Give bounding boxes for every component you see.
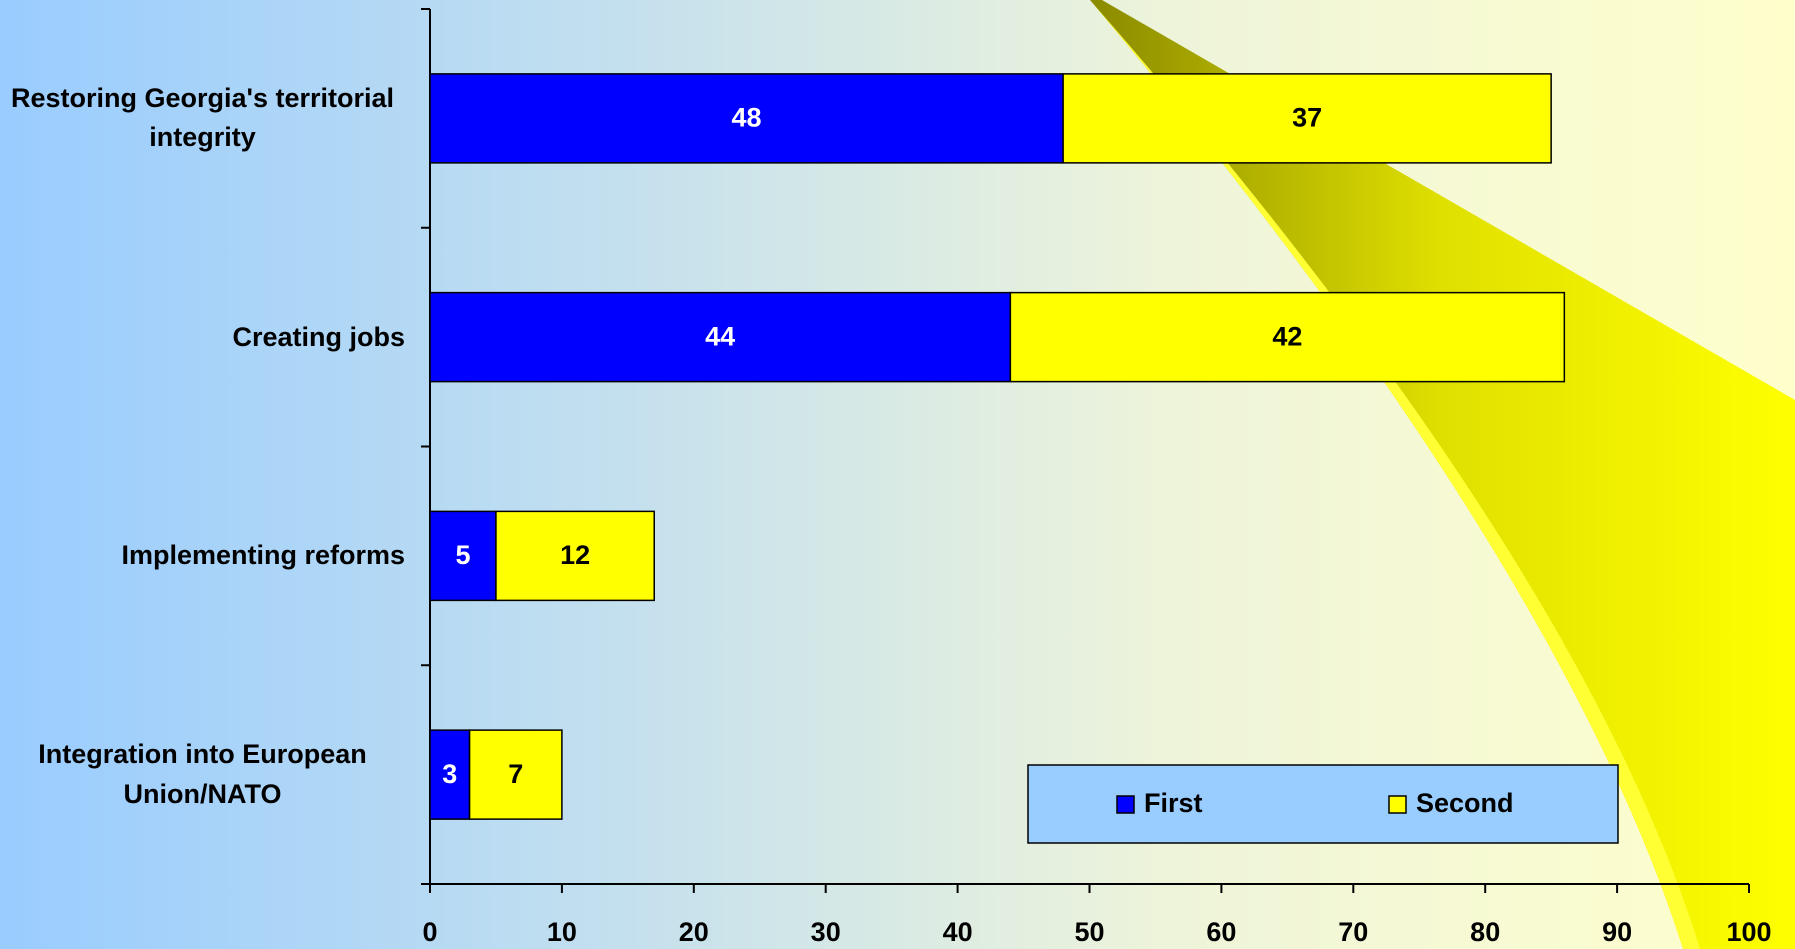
value-label: 48 — [732, 103, 762, 133]
decorative-swoosh — [1090, 0, 1795, 949]
x-tick-label: 10 — [547, 917, 577, 947]
legend-swatch — [1388, 795, 1407, 814]
value-label: 42 — [1272, 321, 1302, 351]
bar-segment — [1009, 291, 1566, 383]
category-label: Integration into European Union/NATO — [0, 725, 405, 825]
x-tick-label: 90 — [1602, 917, 1632, 947]
x-tick-label: 20 — [679, 917, 709, 947]
category-label-text: Integration into European Union/NATO — [38, 739, 367, 809]
category-label-text: Implementing reforms — [121, 540, 405, 571]
value-label: 3 — [442, 759, 457, 789]
x-tick-label: 50 — [1074, 917, 1104, 947]
category-label-text: Creating jobs — [232, 321, 405, 352]
value-label: 5 — [455, 540, 470, 570]
x-tick-label: 100 — [1726, 917, 1771, 947]
legend-swatch — [1116, 795, 1135, 814]
value-label: 12 — [560, 540, 590, 570]
x-tick-label: 80 — [1470, 917, 1500, 947]
value-label: 37 — [1292, 103, 1322, 133]
bar-segment — [495, 510, 655, 602]
x-tick-label: 40 — [943, 917, 973, 947]
value-label: 7 — [508, 759, 523, 789]
bar-segment — [429, 510, 497, 602]
legend-label: Second — [1416, 788, 1514, 818]
category-label: Creating jobs — [0, 287, 405, 387]
category-label-text: Restoring Georgia's territorial integrit… — [10, 83, 394, 153]
x-tick-label: 30 — [811, 917, 841, 947]
category-label: Restoring Georgia's territorial integrit… — [0, 68, 405, 168]
bar-segment — [429, 73, 1064, 164]
value-label: 44 — [705, 321, 735, 351]
bar-segment — [1062, 73, 1552, 164]
category-label: Implementing reforms — [0, 506, 405, 606]
x-tick-label: 60 — [1206, 917, 1236, 947]
bar-segment — [468, 729, 563, 820]
x-tick-label: 0 — [422, 917, 437, 947]
legend-label: First — [1144, 788, 1203, 818]
x-tick-label: 70 — [1338, 917, 1368, 947]
